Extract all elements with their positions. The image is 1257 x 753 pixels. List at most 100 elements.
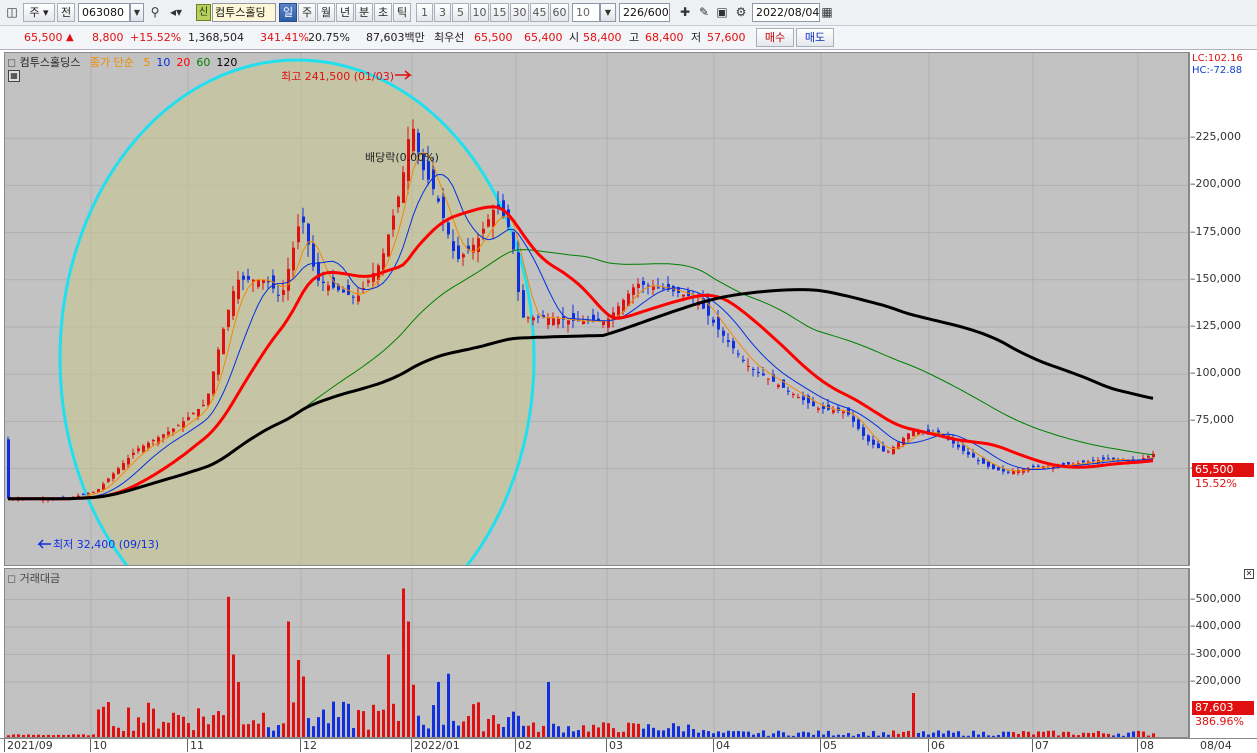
volume-bar xyxy=(977,734,980,737)
volume-bar xyxy=(787,735,790,737)
volume-bar xyxy=(907,730,910,737)
volume-bar xyxy=(452,720,455,737)
interval-button-30[interactable]: 30 xyxy=(510,3,529,22)
count-input[interactable]: 226/600 xyxy=(619,3,670,22)
candle-body xyxy=(727,340,730,343)
volume-bar xyxy=(717,731,720,737)
interval-button-1[interactable]: 1 xyxy=(416,3,433,22)
volume-bar xyxy=(27,734,30,737)
sell-button[interactable]: 매도 xyxy=(796,28,834,47)
legend-ma-20: 20 xyxy=(176,56,191,69)
interval-button-60[interactable]: 60 xyxy=(550,3,569,22)
volume-bar xyxy=(712,733,715,737)
volume-bar xyxy=(677,726,680,737)
candle-body xyxy=(382,253,385,270)
volume-bar xyxy=(662,730,665,737)
candle-body xyxy=(452,241,455,251)
save-icon[interactable]: ▣ xyxy=(716,5,728,19)
volume-bar xyxy=(97,709,100,737)
volume-bar xyxy=(1032,734,1035,737)
volume-bar xyxy=(217,711,220,737)
interval-input[interactable]: 10 xyxy=(572,3,600,22)
candle-body xyxy=(872,439,875,445)
volume-bar xyxy=(1092,732,1095,737)
volume-bar xyxy=(1082,732,1085,737)
gear-icon[interactable]: ⚙ xyxy=(735,5,747,19)
candle-body xyxy=(647,285,650,287)
candle-body xyxy=(977,460,980,462)
stock-code-input[interactable]: 063080 xyxy=(78,3,130,22)
period-tab-0[interactable]: 일 xyxy=(279,3,297,22)
lc-label: LC:102.16 xyxy=(1192,53,1243,64)
change-arrow: ▲ xyxy=(66,32,74,43)
candle-body xyxy=(487,219,490,227)
candle-body xyxy=(752,368,755,370)
interval-button-3[interactable]: 3 xyxy=(434,3,451,22)
volume-bar xyxy=(1047,730,1050,737)
volume-bar xyxy=(382,709,385,737)
interval-button-10[interactable]: 10 xyxy=(470,3,489,22)
period-tab-2[interactable]: 월 xyxy=(317,3,335,22)
stock-name-field[interactable]: 컴투스홀딩 xyxy=(212,3,276,22)
volume-bar xyxy=(827,730,830,737)
price-chart-panel[interactable]: 최고 241,500 (01/03) 최저 32,400 (09/13) 배당락(0… xyxy=(4,52,1189,566)
cross-cursor-icon[interactable]: ✚ xyxy=(679,5,691,19)
period-tab-1[interactable]: 주 xyxy=(298,3,316,22)
volume-bar xyxy=(737,731,740,737)
interval-dropdown[interactable]: ▼ xyxy=(600,3,616,22)
interval-button-5[interactable]: 5 xyxy=(452,3,469,22)
price-chart-canvas[interactable]: 최고 241,500 (01/03) 최저 32,400 (09/13) 배당락(0… xyxy=(5,53,1189,566)
candle-body xyxy=(1092,460,1095,462)
buy-button[interactable]: 매수 xyxy=(756,28,794,47)
volume-bar xyxy=(1147,735,1150,737)
best-ask-price: 65,500 xyxy=(474,31,513,44)
period-tab-4[interactable]: 분 xyxy=(355,3,373,22)
candle-body xyxy=(357,295,360,302)
date-input[interactable]: 2022/08/04 xyxy=(752,3,820,22)
market-type-select[interactable]: 주 ▾ xyxy=(23,3,55,22)
volume-bar xyxy=(537,731,540,737)
candle-body xyxy=(557,319,560,325)
candle-body xyxy=(602,321,605,325)
candle-body xyxy=(587,319,590,322)
interval-button-15[interactable]: 15 xyxy=(490,3,509,22)
speaker-icon[interactable]: ◂▾ xyxy=(169,5,183,19)
high-label: 고 xyxy=(629,31,640,44)
candle-body xyxy=(267,280,270,283)
interval-button-45[interactable]: 45 xyxy=(530,3,549,22)
volume-bar xyxy=(962,735,965,737)
volume-bar xyxy=(667,728,670,737)
volume-bar xyxy=(232,654,235,737)
volume-bar xyxy=(257,723,260,737)
stock-code-dropdown[interactable]: ▼ xyxy=(130,3,144,22)
search-icon[interactable]: ⚲ xyxy=(150,5,160,19)
calendar-icon[interactable]: ▦ xyxy=(821,5,833,19)
volume-legend-icon[interactable]: ◻ xyxy=(7,572,17,585)
period-tab-5[interactable]: 초 xyxy=(374,3,392,22)
volume-bar xyxy=(187,723,190,737)
price-legend: ◻ 컴투스홀딩스 종가 단순 5 10 20 60 120 xyxy=(7,54,237,70)
candle-body xyxy=(442,196,445,218)
volume-panel-close-icon[interactable]: ✕ xyxy=(1244,569,1254,579)
volume-bar xyxy=(637,723,640,737)
legend-collapse-icon[interactable]: ◻ xyxy=(7,56,17,69)
draw-tool-icon[interactable]: ✎ xyxy=(698,5,710,19)
volume-chart-panel[interactable]: ◻ 거래대금 xyxy=(4,568,1189,738)
volume-chart-canvas[interactable] xyxy=(5,569,1189,738)
prev-button[interactable]: 전 xyxy=(57,3,75,22)
candle-body xyxy=(732,340,735,349)
grid-toggle-icon[interactable]: ▦ xyxy=(8,70,20,82)
candle-body xyxy=(597,318,600,322)
date-label: 08 xyxy=(1137,739,1154,752)
legend-ma-label: 종가 단순 xyxy=(89,56,134,69)
volume-bar xyxy=(862,732,865,737)
volume-bar xyxy=(292,702,295,737)
volume-tick: –200,000 xyxy=(1190,674,1241,687)
period-tab-6[interactable]: 틱 xyxy=(393,3,411,22)
volume-bar xyxy=(347,703,350,737)
chart-type-icon[interactable]: ◫ xyxy=(6,5,18,19)
candle-body xyxy=(422,152,425,171)
candle-body xyxy=(667,284,670,290)
candle-body xyxy=(92,491,95,493)
period-tab-3[interactable]: 년 xyxy=(336,3,354,22)
